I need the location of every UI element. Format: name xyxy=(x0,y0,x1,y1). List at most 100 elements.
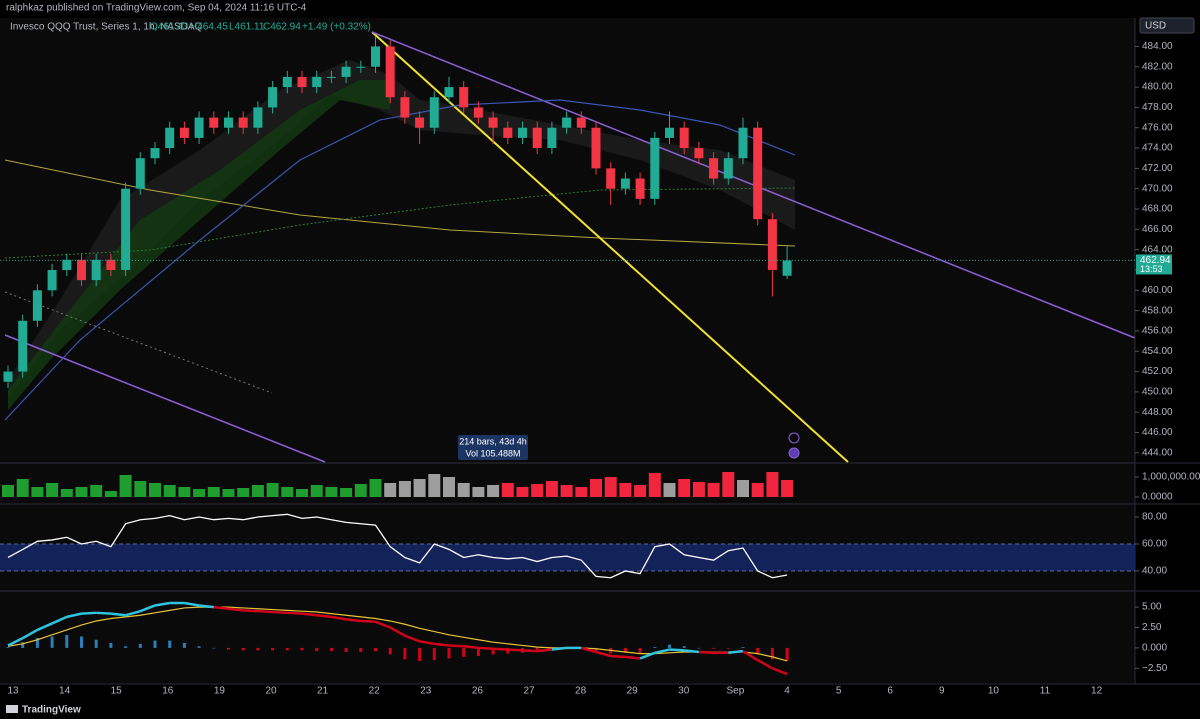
currency[interactable]: USD xyxy=(1145,21,1166,32)
macd-segment xyxy=(669,648,685,652)
macd-histogram xyxy=(256,647,260,651)
macd-histogram xyxy=(447,647,451,659)
candle-body xyxy=(326,76,336,78)
macd-histogram xyxy=(756,647,760,655)
candle-body xyxy=(106,259,116,270)
macd-segment xyxy=(375,620,391,629)
macd-histogram xyxy=(374,647,377,652)
macd-histogram xyxy=(344,647,348,652)
candle-body xyxy=(429,97,439,128)
y-tick-label: 472.00 xyxy=(1142,163,1173,174)
macd-histogram xyxy=(770,647,774,660)
volume-bar xyxy=(501,483,514,497)
candle-body xyxy=(694,148,704,159)
legend-high: H464.45 xyxy=(190,22,228,33)
volume-bar xyxy=(545,481,558,497)
macd-histogram xyxy=(94,639,98,648)
candle-body xyxy=(282,76,292,88)
volume-bar xyxy=(340,488,353,497)
y-tick-label: 444.00 xyxy=(1142,447,1173,458)
volume-bar xyxy=(149,483,161,497)
volume-bar xyxy=(296,489,308,497)
event-icon[interactable] xyxy=(788,432,800,444)
x-tick-label: 12 xyxy=(1091,686,1103,697)
macd-histogram xyxy=(418,647,422,661)
candle-body xyxy=(591,127,601,169)
x-tick-label: 19 xyxy=(214,686,226,697)
volume-bar xyxy=(413,479,426,497)
x-tick-label: 14 xyxy=(59,686,71,697)
macd-segment xyxy=(96,611,111,615)
volume-bar xyxy=(60,489,73,497)
volume-bar xyxy=(619,483,632,497)
macd-segment xyxy=(507,648,523,652)
macd-histogram xyxy=(476,647,480,657)
y-tick-label: 456.00 xyxy=(1142,326,1173,337)
macd-segment xyxy=(698,650,714,655)
candle-body xyxy=(371,46,380,67)
volume-bar xyxy=(472,487,485,497)
macd-histogram xyxy=(124,646,128,648)
x-tick-label: 28 xyxy=(575,686,587,697)
candle-body xyxy=(562,117,572,128)
x-tick-label: Sep xyxy=(727,686,745,697)
x-tick-label: 4 xyxy=(784,686,790,697)
candle-body xyxy=(135,158,145,189)
candle-body xyxy=(77,259,86,281)
macd-segment xyxy=(228,607,244,612)
macd-segment xyxy=(272,610,288,615)
tooltip-bars: 214 bars, 43d 4h xyxy=(459,436,527,446)
volume-bar xyxy=(516,487,529,497)
macd-histogram xyxy=(227,647,230,650)
macd-histogram xyxy=(623,647,627,653)
candle-body xyxy=(650,137,660,199)
y-tick-label: 0.000 xyxy=(1142,643,1167,654)
x-tick-label: 22 xyxy=(369,686,381,697)
macd-histogram xyxy=(65,634,69,648)
macd-segment xyxy=(448,644,464,648)
volume-bar xyxy=(604,477,617,497)
volume-bar xyxy=(781,480,794,497)
macd-histogram xyxy=(682,646,686,648)
event-icon[interactable] xyxy=(788,447,800,459)
macd-segment xyxy=(81,611,97,615)
y-tick-label: 448.00 xyxy=(1142,407,1173,418)
volume-bar xyxy=(31,487,44,497)
range-tooltip xyxy=(458,435,528,460)
candle-body xyxy=(121,188,131,270)
volume-bar xyxy=(310,485,323,497)
volume-bar xyxy=(707,483,720,497)
y-tick-label: 0.0000 xyxy=(1142,492,1173,503)
volume-bar xyxy=(722,472,735,497)
volume-bar xyxy=(457,483,470,497)
macd-segment xyxy=(463,645,479,650)
candle-body xyxy=(194,117,204,138)
macd-segment xyxy=(742,650,759,662)
macd-segment xyxy=(434,642,450,647)
volume-bar xyxy=(266,483,279,497)
macd-segment xyxy=(580,646,597,654)
y-tick-label: 5.00 xyxy=(1142,602,1162,613)
candle-body xyxy=(3,371,13,382)
candle-body xyxy=(532,127,542,149)
last-price-box xyxy=(1136,254,1172,275)
volume-bar xyxy=(737,480,749,497)
y-tick-label: 480.00 xyxy=(1142,82,1173,93)
x-tick-label: 21 xyxy=(317,686,329,697)
macd-segment xyxy=(7,636,24,647)
candle-body xyxy=(385,46,395,98)
candle-body xyxy=(150,148,160,159)
symbol: Invesco QQQ Trust, Series 1, 1h, NASDAQ xyxy=(10,22,203,33)
macd-segment xyxy=(728,649,744,655)
candle-body xyxy=(179,127,189,138)
macd-histogram xyxy=(638,647,642,653)
volume-bar xyxy=(222,489,235,497)
macd-histogram xyxy=(785,647,789,661)
x-tick-label: 6 xyxy=(887,686,893,697)
currency-box[interactable] xyxy=(1139,17,1195,34)
candle-body xyxy=(415,117,425,128)
x-tick-label: 29 xyxy=(627,686,639,697)
volume-bar xyxy=(90,485,103,497)
macd-histogram xyxy=(50,636,54,648)
volume-bar xyxy=(560,485,573,497)
